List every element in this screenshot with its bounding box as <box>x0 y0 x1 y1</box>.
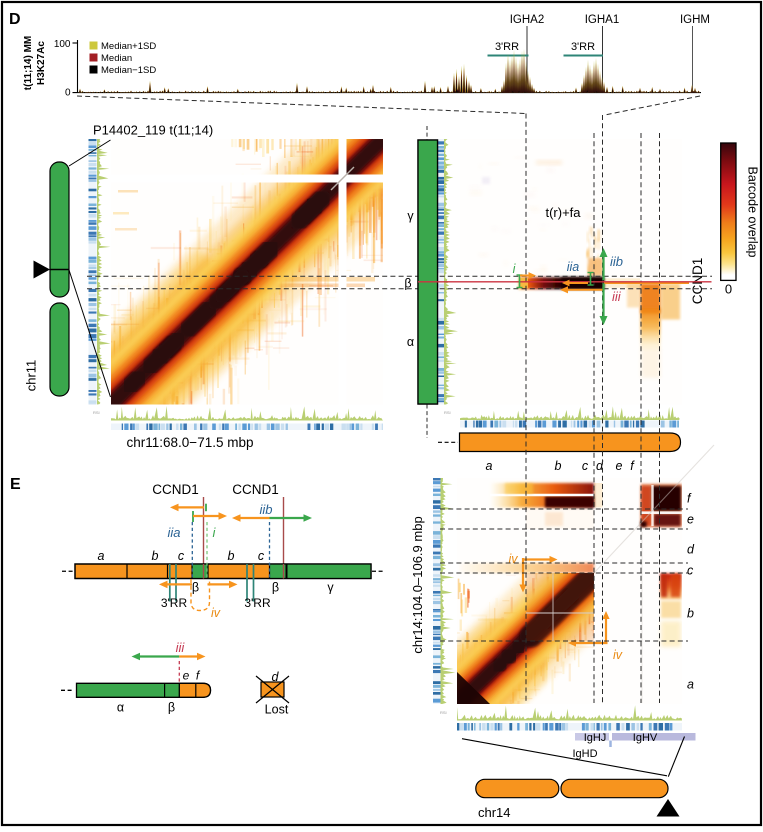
svg-text:Lost: Lost <box>265 703 289 717</box>
svg-text:t(r)+fa: t(r)+fa <box>545 205 581 220</box>
svg-text:IgHD: IgHD <box>572 748 597 760</box>
svg-text:γ: γ <box>407 209 414 223</box>
svg-text:RSI: RSI <box>440 710 447 715</box>
svg-text:e: e <box>616 459 623 473</box>
svg-text:100: 100 <box>54 39 71 50</box>
svg-text:a: a <box>98 549 105 563</box>
svg-text:CCND1: CCND1 <box>690 258 705 305</box>
svg-text:iii: iii <box>612 289 622 304</box>
svg-text:chr14:104.0–106.9 mbp: chr14:104.0–106.9 mbp <box>410 516 425 653</box>
svg-text:IgHJ: IgHJ <box>584 732 607 744</box>
svg-text:b: b <box>152 549 159 563</box>
svg-text:γ: γ <box>327 581 334 595</box>
svg-text:iia: iia <box>567 260 580 274</box>
svg-text:chr14: chr14 <box>478 805 511 820</box>
svg-text:IgHV: IgHV <box>633 732 658 744</box>
svg-text:3'RR: 3'RR <box>571 41 595 53</box>
svg-text:c: c <box>178 549 185 563</box>
svg-text:IGHA1: IGHA1 <box>585 14 620 26</box>
svg-text:c: c <box>687 564 694 578</box>
svg-text:0: 0 <box>65 88 71 99</box>
svg-text:a: a <box>486 459 493 473</box>
svg-text:3'RR: 3'RR <box>495 41 519 53</box>
svg-text:RSI: RSI <box>93 410 100 415</box>
svg-text:chr11: chr11 <box>24 360 39 392</box>
svg-text:e: e <box>183 669 190 683</box>
svg-text:b: b <box>228 549 235 563</box>
svg-text:iv: iv <box>613 648 623 662</box>
svg-text:β: β <box>272 581 279 595</box>
svg-text:Median+1SD: Median+1SD <box>101 41 156 52</box>
svg-text:0: 0 <box>725 282 732 297</box>
svg-text:a: a <box>687 678 694 692</box>
svg-text:β: β <box>168 701 175 715</box>
svg-text:RSI: RSI <box>444 410 451 415</box>
svg-text:chr11:68.0−71.5 mbp: chr11:68.0−71.5 mbp <box>127 435 254 450</box>
svg-text:D: D <box>9 11 21 28</box>
svg-text:t(11;14) MM: t(11;14) MM <box>23 36 34 90</box>
svg-text:IGHA2: IGHA2 <box>510 14 545 26</box>
svg-text:α: α <box>407 335 414 349</box>
svg-text:α: α <box>117 701 124 715</box>
svg-text:Barcode overlap: Barcode overlap <box>746 166 760 257</box>
svg-text:E: E <box>10 476 21 493</box>
svg-text:iv: iv <box>508 552 518 566</box>
svg-text:H3K27Ac: H3K27Ac <box>36 41 47 85</box>
svg-text:iib: iib <box>610 254 623 269</box>
svg-text:CCND1: CCND1 <box>152 482 199 497</box>
svg-text:3'RR: 3'RR <box>244 596 271 610</box>
svg-text:b: b <box>687 607 694 621</box>
svg-text:iii: iii <box>176 640 186 655</box>
svg-text:b: b <box>555 459 562 473</box>
svg-text:iia: iia <box>167 525 180 540</box>
svg-text:iib: iib <box>259 502 272 517</box>
svg-text:Median−1SD: Median−1SD <box>101 65 156 76</box>
svg-text:3'RR: 3'RR <box>161 596 188 610</box>
svg-text:IGHM: IGHM <box>680 14 710 26</box>
svg-text:β: β <box>192 581 199 595</box>
svg-text:c: c <box>258 549 265 563</box>
svg-text:iv: iv <box>211 606 221 620</box>
svg-text:P14402_119 t(11;14): P14402_119 t(11;14) <box>93 123 213 138</box>
svg-text:e: e <box>687 513 694 527</box>
svg-text:c: c <box>582 459 589 473</box>
svg-text:CCND1: CCND1 <box>232 482 279 497</box>
svg-text:Median: Median <box>101 53 132 64</box>
svg-text:d: d <box>272 670 280 684</box>
svg-text:d: d <box>687 543 695 557</box>
